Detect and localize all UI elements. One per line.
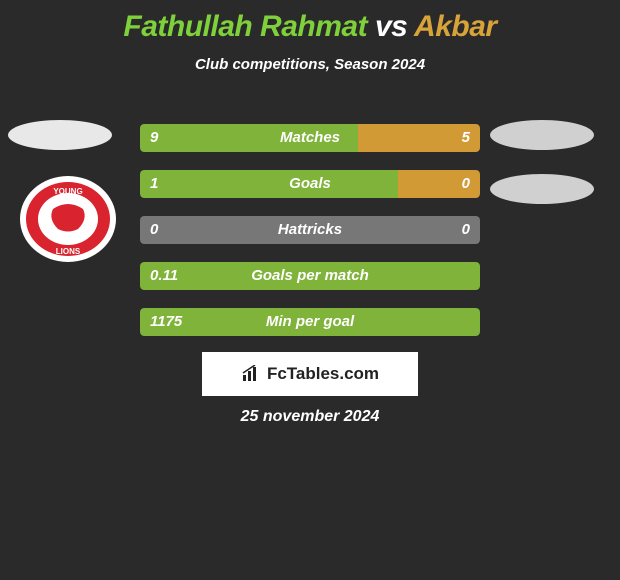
- svg-text:YOUNG: YOUNG: [53, 187, 82, 196]
- stat-row: 10Goals: [140, 170, 480, 198]
- chart-icon: [241, 365, 263, 383]
- svg-text:LIONS: LIONS: [56, 247, 81, 256]
- subtitle: Club competitions, Season 2024: [0, 56, 620, 73]
- player2-team-ellipse-2: [490, 174, 594, 204]
- stat-row: 1175Min per goal: [140, 308, 480, 336]
- player1-name: Fathullah Rahmat: [123, 10, 367, 43]
- player2-name: Akbar: [414, 10, 497, 43]
- attribution-badge: FcTables.com: [202, 352, 418, 396]
- stat-label: Matches: [140, 124, 480, 152]
- left-player-column: YOUNG LIONS: [8, 120, 118, 269]
- young-lions-logo: YOUNG LIONS: [18, 174, 118, 264]
- stat-row: 95Matches: [140, 124, 480, 152]
- stat-label: Min per goal: [140, 308, 480, 336]
- player1-team-ellipse: [8, 120, 112, 150]
- right-player-column: [490, 120, 600, 228]
- comparison-bars: 95Matches 10Goals 00Hattricks 0.11Goals per…: [140, 124, 480, 354]
- stat-label: Goals per match: [140, 262, 480, 290]
- attribution-text: FcTables.com: [267, 364, 379, 384]
- player2-team-ellipse-1: [490, 120, 594, 150]
- stat-label: Goals: [140, 170, 480, 198]
- vs-text: vs: [375, 10, 407, 43]
- page-title: Fathullah Rahmat vs Akbar: [0, 0, 620, 44]
- stat-label: Hattricks: [140, 216, 480, 244]
- date-text: 25 november 2024: [0, 408, 620, 426]
- stat-row: 0.11Goals per match: [140, 262, 480, 290]
- stat-row: 00Hattricks: [140, 216, 480, 244]
